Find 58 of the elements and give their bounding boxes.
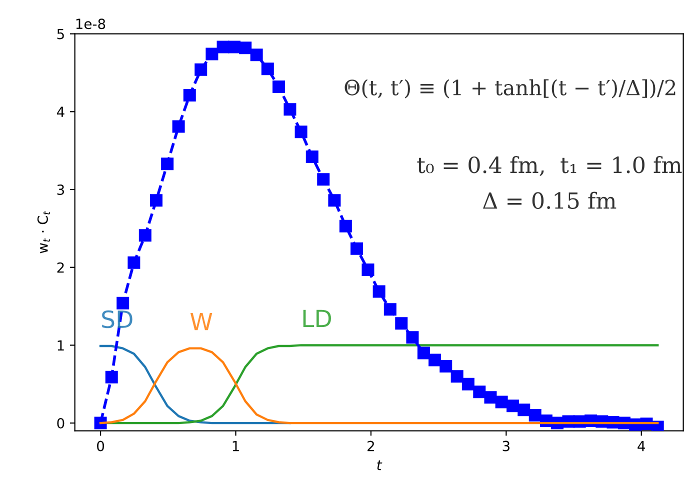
x-tick-label: 4 (638, 440, 646, 452)
point (294, 126, 308, 138)
annotation: Δ = 0.15 fm (482, 192, 616, 209)
annotation: Θ(t, t′) ≡ (1 + tanh[(t − t′)/Δ])/2 (344, 79, 676, 98)
point (183, 89, 196, 102)
point (362, 263, 374, 276)
y-tick-label: 3 (57, 184, 64, 195)
y-tick-label: 4 (56, 106, 64, 117)
point (528, 409, 542, 422)
point (372, 285, 386, 298)
point (473, 386, 486, 398)
point (250, 48, 263, 62)
x-tick-label: 3 (502, 440, 510, 452)
point (384, 303, 396, 316)
y-tick-label: 5 (57, 28, 64, 40)
y-tick-label: 2 (57, 262, 64, 273)
x-tick-label: 2 (368, 440, 374, 452)
point (395, 317, 408, 330)
point (406, 331, 419, 344)
point (428, 354, 442, 366)
point (440, 360, 452, 372)
point (261, 62, 274, 76)
text: 1e-8 (76, 18, 106, 30)
point (518, 404, 530, 416)
x-axis-title: t (377, 460, 382, 470)
point (161, 158, 174, 170)
point (228, 40, 241, 54)
point (105, 370, 118, 384)
point (328, 194, 341, 207)
point (239, 42, 252, 54)
annotation: t₀ = 0.4 fm, t₁ = 1.0 fm (417, 156, 682, 176)
y-tick-label: 1 (58, 340, 64, 350)
point (462, 378, 474, 390)
x-tick-label: 0 (97, 440, 104, 452)
point (450, 370, 464, 383)
point (128, 256, 140, 269)
point (484, 391, 497, 404)
x-tick-label: 1 (232, 440, 239, 452)
point (206, 48, 218, 60)
y-tick-label: 0 (57, 418, 64, 429)
point (172, 120, 185, 133)
point (339, 220, 352, 232)
point (495, 396, 508, 408)
point (194, 63, 208, 76)
point (350, 242, 364, 255)
point (306, 150, 318, 164)
y-axis-title: w$_{t}$ · C$_{t}$ (37, 210, 50, 254)
point (272, 80, 285, 93)
point (138, 229, 152, 242)
series-label: SD (102, 310, 132, 328)
point (284, 103, 296, 116)
point (150, 194, 162, 207)
point (317, 173, 330, 186)
point (417, 346, 430, 360)
point (116, 296, 130, 310)
point (506, 400, 520, 412)
series-label: W (190, 312, 212, 330)
series-label: LD (303, 310, 331, 328)
